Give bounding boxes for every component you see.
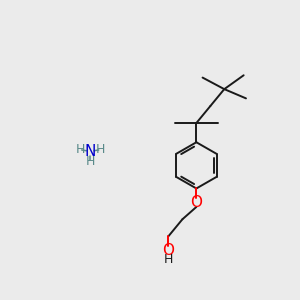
Text: H: H <box>75 143 85 157</box>
Text: H: H <box>96 143 105 157</box>
Text: H: H <box>164 253 173 266</box>
Text: O: O <box>190 195 202 210</box>
Text: N: N <box>85 144 96 159</box>
Text: H: H <box>85 155 95 168</box>
Text: O: O <box>163 243 175 258</box>
